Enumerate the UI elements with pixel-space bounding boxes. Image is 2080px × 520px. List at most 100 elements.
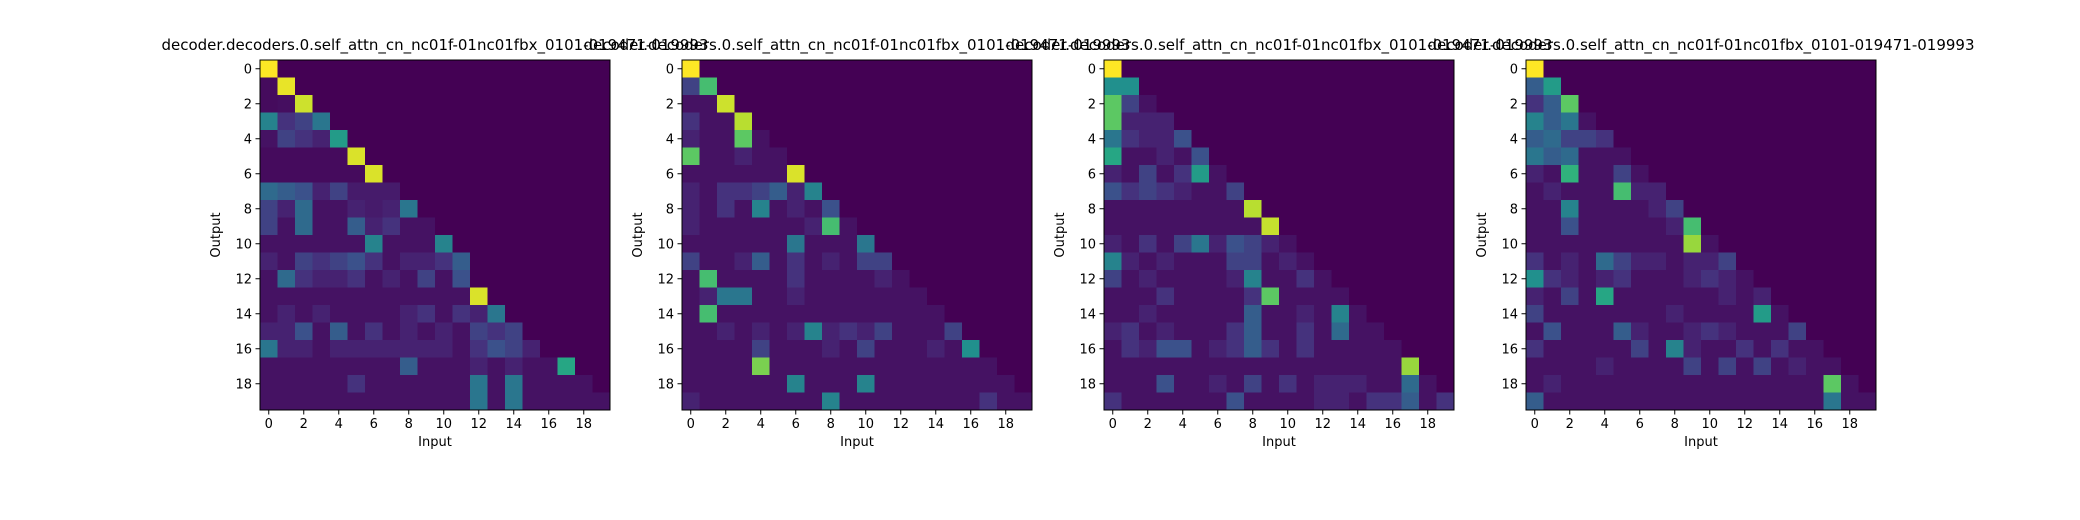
heatmap-cell bbox=[979, 375, 998, 393]
heatmap-cell bbox=[435, 305, 453, 323]
heatmap-cell bbox=[979, 112, 998, 131]
heatmap-cell bbox=[1349, 270, 1367, 288]
heatmap-cell bbox=[1858, 200, 1877, 218]
heatmap-cell bbox=[1244, 147, 1262, 166]
heatmap-cell bbox=[1823, 217, 1842, 236]
heatmap-cell bbox=[1014, 392, 1033, 411]
heatmap-cell bbox=[1226, 305, 1245, 323]
heatmap-cell bbox=[979, 392, 998, 411]
heatmap-cell bbox=[857, 77, 875, 96]
heatmap-cell bbox=[1121, 182, 1140, 201]
heatmap-cell bbox=[1244, 60, 1262, 78]
heatmap-cell bbox=[1648, 305, 1667, 323]
heatmap-cell bbox=[295, 147, 313, 166]
heatmap-cell bbox=[487, 112, 506, 131]
heatmap-cell bbox=[1104, 357, 1122, 376]
heatmap-cell bbox=[400, 322, 418, 341]
heatmap-cell bbox=[752, 322, 770, 341]
x-tick-label: 0 bbox=[687, 417, 695, 432]
heatmap-cell bbox=[1384, 147, 1402, 166]
heatmap-cell bbox=[382, 147, 401, 166]
heatmap-cell bbox=[1806, 95, 1824, 113]
heatmap-cell bbox=[1718, 235, 1737, 253]
heatmap-cell bbox=[522, 95, 541, 113]
heatmap-cell bbox=[330, 165, 348, 183]
y-axis-label: Output bbox=[1053, 212, 1068, 257]
heatmap-cell bbox=[1701, 95, 1719, 113]
heatmap-cell bbox=[839, 305, 858, 323]
heatmap-cell bbox=[1858, 182, 1877, 201]
heatmap-cell bbox=[295, 287, 313, 306]
heatmap-cell bbox=[1174, 375, 1192, 393]
heatmap-cell bbox=[699, 357, 718, 376]
heatmap-cell bbox=[540, 165, 558, 183]
y-tick-label: 4 bbox=[244, 132, 252, 147]
heatmap-cell bbox=[557, 165, 576, 183]
heatmap-cell bbox=[1771, 322, 1789, 341]
heatmap-cell bbox=[1631, 252, 1649, 271]
heatmap-cell bbox=[382, 375, 401, 393]
heatmap-cell bbox=[927, 252, 945, 271]
heatmap-cell bbox=[1753, 182, 1772, 201]
heatmap-cell bbox=[839, 322, 858, 341]
heatmap-cell bbox=[769, 305, 788, 323]
heatmap-cell bbox=[1701, 182, 1719, 201]
heatmap-cell bbox=[1261, 112, 1280, 131]
heatmap-cell bbox=[752, 147, 770, 166]
heatmap-cell bbox=[1384, 60, 1402, 78]
heatmap-cell bbox=[892, 357, 910, 376]
heatmap-cell bbox=[330, 270, 348, 288]
heatmap-cell bbox=[927, 77, 945, 96]
y-axis-label: Output bbox=[209, 212, 224, 257]
heatmap-cell bbox=[1823, 340, 1842, 358]
heatmap-cell bbox=[365, 165, 383, 183]
heatmap-cell bbox=[787, 305, 805, 323]
heatmap-cell bbox=[1543, 357, 1562, 376]
y-tick-label: 18 bbox=[235, 377, 252, 392]
heatmap-cell bbox=[347, 217, 366, 236]
heatmap-cell bbox=[575, 200, 593, 218]
heatmap-cell bbox=[330, 182, 348, 201]
heatmap-cell bbox=[435, 147, 453, 166]
heatmap-cell bbox=[944, 60, 963, 78]
heatmap-cell bbox=[1823, 60, 1842, 78]
heatmap-cell bbox=[452, 217, 471, 236]
heatmap-cell bbox=[1401, 235, 1420, 253]
heatmap-cell bbox=[682, 270, 700, 288]
heatmap-cell bbox=[997, 235, 1015, 253]
heatmap-cell bbox=[734, 252, 753, 271]
heatmap-cell bbox=[295, 112, 313, 131]
heatmap-cell bbox=[295, 322, 313, 341]
heatmap-cell bbox=[470, 375, 488, 393]
heatmap-cell bbox=[927, 392, 945, 411]
heatmap-cell bbox=[1014, 95, 1033, 113]
heatmap-cell bbox=[1561, 147, 1579, 166]
heatmap-cell bbox=[979, 130, 998, 148]
heatmap-cell bbox=[1121, 287, 1140, 306]
heatmap-cell bbox=[769, 357, 788, 376]
heatmap-cell bbox=[682, 287, 700, 306]
heatmap-cell bbox=[470, 235, 488, 253]
heatmap-cell bbox=[1401, 252, 1420, 271]
heatmap-cell bbox=[382, 77, 401, 96]
heatmap-cell bbox=[575, 112, 593, 131]
heatmap-cell bbox=[1121, 270, 1140, 288]
heatmap-cell bbox=[1753, 322, 1772, 341]
heatmap-cell bbox=[1384, 252, 1402, 271]
heatmap-cell bbox=[822, 77, 840, 96]
heatmap-cell bbox=[1156, 217, 1175, 236]
heatmap-cell bbox=[400, 60, 418, 78]
heatmap-cell bbox=[1806, 252, 1824, 271]
heatmap-cell bbox=[699, 217, 718, 236]
heatmap-cell bbox=[417, 165, 436, 183]
heatmap-cell bbox=[769, 95, 788, 113]
heatmap-cell bbox=[522, 357, 541, 376]
heatmap-cell bbox=[312, 130, 331, 148]
heatmap-cell bbox=[682, 112, 700, 131]
heatmap-cell bbox=[1613, 77, 1632, 96]
heatmap-cell bbox=[1401, 165, 1420, 183]
heatmap-cell bbox=[1806, 200, 1824, 218]
heatmap-cell bbox=[1139, 287, 1157, 306]
heatmap-cell bbox=[1736, 375, 1754, 393]
heatmap-cell bbox=[435, 95, 453, 113]
